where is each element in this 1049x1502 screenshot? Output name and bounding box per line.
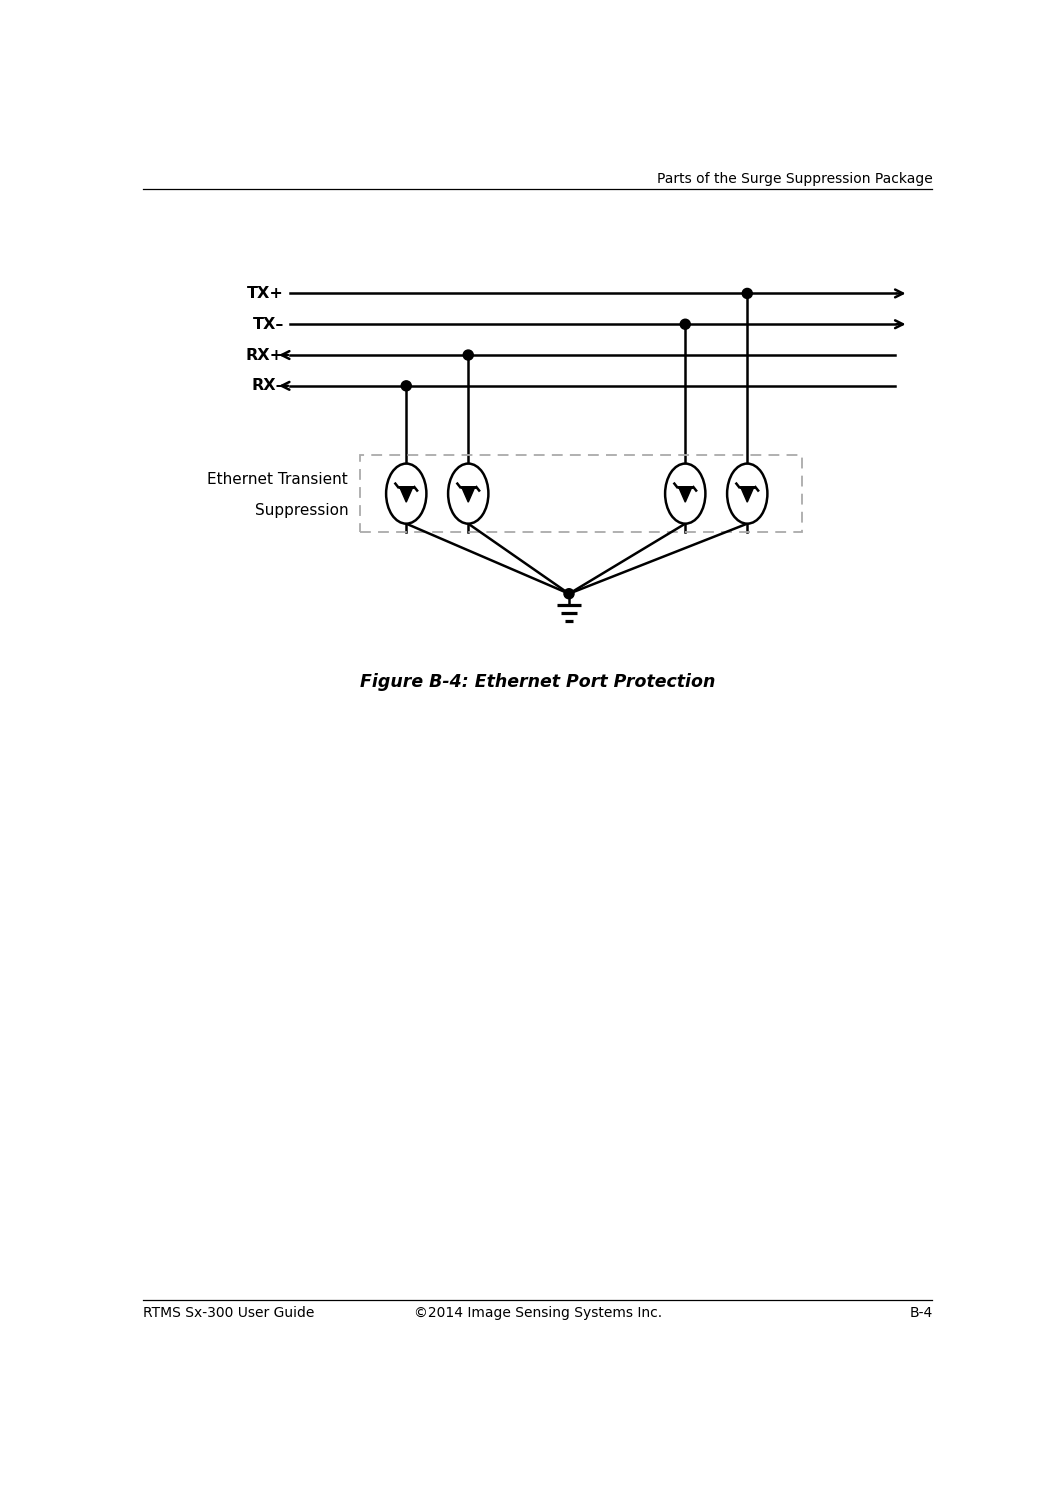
Ellipse shape [386,464,426,524]
Circle shape [401,382,411,391]
Circle shape [464,350,473,360]
Text: TX–: TX– [253,317,284,332]
Text: RX–: RX– [251,379,284,394]
Text: RTMS Sx-300 User Guide: RTMS Sx-300 User Guide [143,1305,314,1320]
Ellipse shape [448,464,489,524]
Ellipse shape [665,464,705,524]
Circle shape [564,589,574,599]
Text: ©2014 Image Sensing Systems Inc.: ©2014 Image Sensing Systems Inc. [414,1305,662,1320]
Circle shape [743,288,752,299]
Text: TX+: TX+ [247,285,284,300]
Polygon shape [741,487,754,502]
Text: Parts of the Surge Suppression Package: Parts of the Surge Suppression Package [657,171,933,186]
Polygon shape [679,487,692,502]
Bar [360,455,801,532]
Text: RX+: RX+ [245,347,284,362]
Text: Suppression: Suppression [255,503,348,518]
Circle shape [680,320,690,329]
Text: Ethernet Transient: Ethernet Transient [208,472,348,487]
Polygon shape [462,487,475,502]
Polygon shape [400,487,413,502]
Ellipse shape [727,464,768,524]
Text: Figure B-4: Ethernet Port Protection: Figure B-4: Ethernet Port Protection [360,673,715,691]
Text: B-4: B-4 [909,1305,933,1320]
